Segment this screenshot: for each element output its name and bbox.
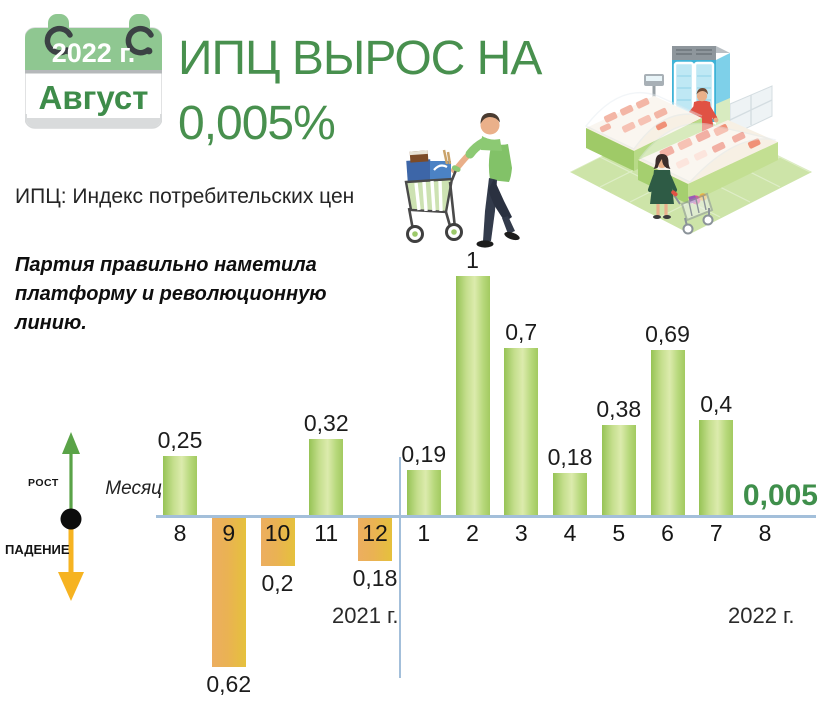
legend-growth-label: РОСТ: [28, 477, 59, 489]
bar-value-label: 0,19: [401, 441, 447, 468]
legend-fall-label: ПАДЕНИЕ: [5, 542, 70, 557]
growth-fall-arrows-icon: [58, 432, 84, 601]
month-tick-8-2021: 8: [173, 520, 187, 546]
month-tick-3-2022: 3: [514, 520, 528, 546]
bar-value-label: 0,2: [261, 570, 294, 596]
bar-value-label: 0,7: [505, 319, 538, 345]
bar-value-label: 0,18: [547, 443, 593, 470]
month-tick-4-2022: 4: [563, 520, 577, 546]
shopper-man: [451, 112, 520, 248]
year-label-2021: 2021 г.: [332, 603, 399, 628]
bar-month-8-2021: [163, 456, 197, 516]
bar-month-9-2021: [211, 518, 246, 667]
bar-month-11-2021: [309, 439, 344, 516]
store-customer: [647, 154, 678, 219]
title-line-2: 0,005%: [178, 97, 336, 150]
bar-month-2-2022: [455, 276, 490, 516]
month-tick-5-2022: 5: [612, 520, 626, 546]
bar-value-label: 0,18: [352, 565, 398, 592]
page-title: ИПЦ ВЫРОС НА 0,005%: [178, 26, 542, 156]
bar-value-label: 0,69: [645, 321, 690, 348]
bar-month-5-2022: [601, 424, 636, 516]
bar-value-label: 0,32: [303, 410, 349, 437]
month-tick-6-2022: 6: [661, 520, 674, 546]
bar-month-7-2022: [699, 420, 734, 516]
month-tick-10-2021: 10: [264, 520, 291, 546]
bar-value-label: 0,4: [700, 391, 733, 417]
store-meat-counter-center: [638, 120, 778, 204]
shopper-with-cart-illustration: [404, 112, 520, 248]
title-line-1: ИПЦ ВЫРОС НА: [178, 32, 542, 85]
store-cart-icon: [671, 190, 714, 235]
bar-month-10-2021: [260, 518, 295, 566]
subtitle: ИПЦ: Индекс потребительских цен: [15, 185, 355, 208]
bar-month-12-2021: [358, 518, 392, 562]
calendar-page-icon: 2022 г. Август: [25, 14, 162, 129]
month-tick-12-2021: 12: [362, 520, 388, 546]
bar-value-label: 0,62: [206, 670, 252, 697]
bar-month-6-2022: [650, 350, 685, 516]
highlight-value-label: 0,005: [742, 479, 818, 512]
bar-month-4-2022: [553, 472, 587, 516]
month-tick-7-2022: 7: [709, 520, 723, 546]
bar-month-3-2022: [504, 348, 539, 516]
bar-value-label: 0,38: [596, 395, 642, 422]
calendar-month: Август: [39, 79, 149, 116]
pivot-dot: [60, 508, 82, 530]
month-tick-2-2022: 2: [466, 520, 479, 546]
calendar-hook-left-icon: [44, 25, 73, 56]
x-axis-line: [156, 515, 816, 518]
month-tick-11-2021: 11: [314, 520, 339, 546]
isometric-grocery-store-illustration: [570, 46, 812, 235]
x-axis-caption: Месяц: [105, 478, 162, 499]
bar-value-label: 0,25: [157, 427, 203, 453]
bar-month-1-2022: [406, 470, 441, 516]
quote-text: Партия правильно наметила платформу и ре…: [15, 254, 327, 334]
calendar-year: 2022 г.: [52, 38, 136, 68]
month-tick-9-2021: 9: [222, 520, 236, 546]
shopping-cart-icon: [404, 149, 463, 243]
store-meat-counter-left: [584, 92, 703, 171]
calendar-hook-right-icon: [125, 25, 154, 56]
year-label-2022: 2022 г.: [728, 603, 795, 628]
calendar-divider: [25, 70, 162, 74]
month-tick-1-2022: 1: [417, 520, 431, 546]
month-tick-8-2022: 8: [758, 520, 772, 546]
year-divider-line: [399, 457, 401, 678]
